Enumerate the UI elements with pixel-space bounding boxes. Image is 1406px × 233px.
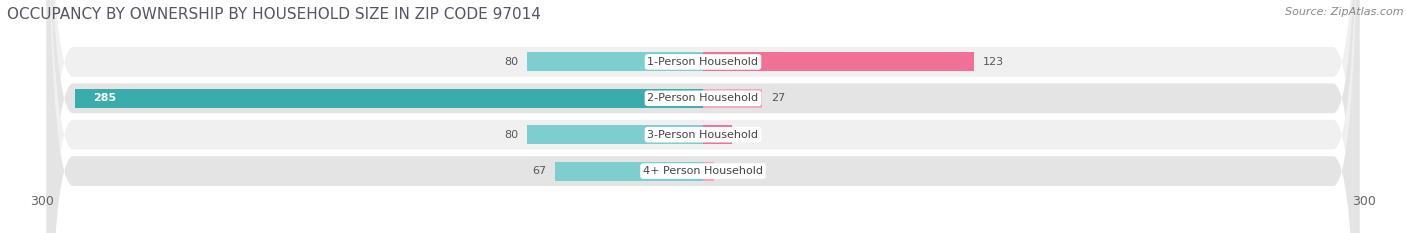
- Bar: [555, 162, 703, 181]
- Bar: [703, 162, 714, 181]
- Text: 2-Person Household: 2-Person Household: [647, 93, 759, 103]
- Bar: [703, 52, 974, 71]
- Bar: [527, 52, 703, 71]
- FancyBboxPatch shape: [46, 0, 1360, 233]
- Text: 27: 27: [772, 93, 786, 103]
- FancyBboxPatch shape: [46, 0, 1360, 233]
- Bar: [703, 125, 731, 144]
- Text: Source: ZipAtlas.com: Source: ZipAtlas.com: [1285, 7, 1403, 17]
- Bar: [703, 89, 762, 108]
- Text: 67: 67: [533, 166, 547, 176]
- Text: 13: 13: [741, 130, 755, 140]
- FancyBboxPatch shape: [46, 0, 1360, 233]
- Text: 4+ Person Household: 4+ Person Household: [643, 166, 763, 176]
- Bar: [75, 89, 703, 108]
- FancyBboxPatch shape: [46, 0, 1360, 233]
- Bar: [527, 125, 703, 144]
- Text: 80: 80: [503, 57, 517, 67]
- Text: 80: 80: [503, 130, 517, 140]
- Text: 3-Person Household: 3-Person Household: [648, 130, 758, 140]
- Text: 1-Person Household: 1-Person Household: [648, 57, 758, 67]
- Text: 285: 285: [93, 93, 115, 103]
- Text: 123: 123: [983, 57, 1004, 67]
- Text: 5: 5: [723, 166, 730, 176]
- Text: OCCUPANCY BY OWNERSHIP BY HOUSEHOLD SIZE IN ZIP CODE 97014: OCCUPANCY BY OWNERSHIP BY HOUSEHOLD SIZE…: [7, 7, 541, 22]
